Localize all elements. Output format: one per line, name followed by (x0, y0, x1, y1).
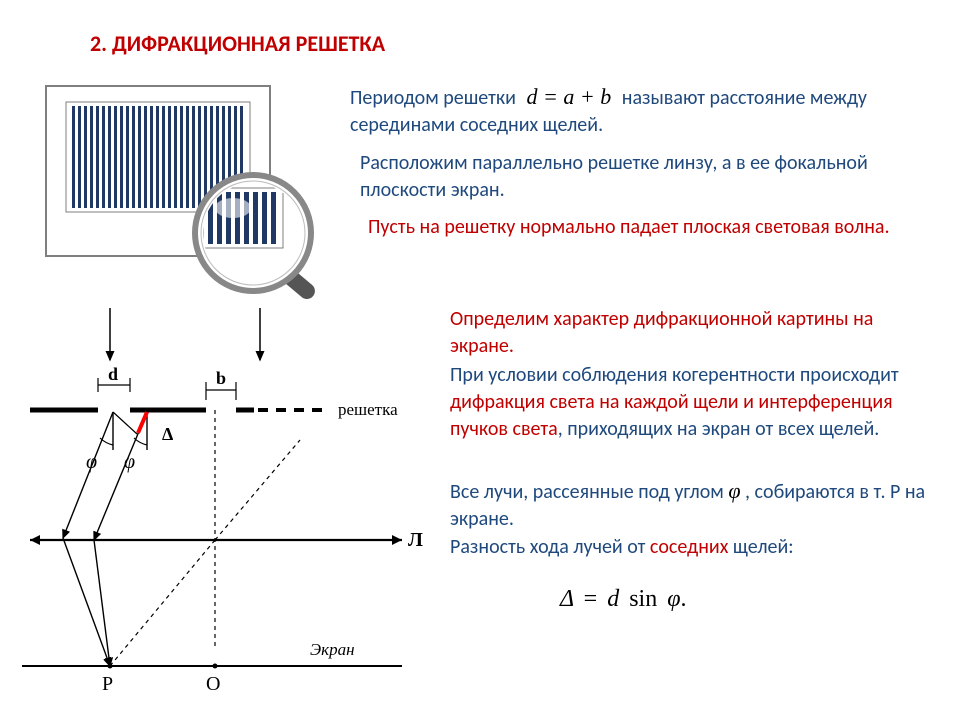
p1-pre: Периодом решетки (350, 86, 521, 110)
paragraph-5: При условии соблюдения когерентности про… (450, 362, 940, 443)
label-b: b (216, 368, 226, 388)
label-phi-1: φ (86, 451, 97, 473)
p6a: Все лучи, рассеянные под углом (450, 480, 728, 504)
p5c: , приходящих на экран от всех щелей. (558, 417, 880, 441)
label-P: P (102, 673, 113, 695)
p6-phi: φ (728, 478, 740, 503)
optics-diagram: d b решетка Δ φ φ Л Э (10, 300, 440, 700)
title-text: 2. ДИФРАКЦИОННАЯ РЕШЕТКА (90, 30, 385, 57)
page-title: 2. ДИФРАКЦИОННАЯ РЕШЕТКА (90, 30, 385, 57)
formula-delta: Δ (560, 586, 574, 612)
p7a: Разность хода лучей от (450, 535, 650, 559)
main-formula: Δ = d sin φ. (560, 586, 687, 613)
label-delta: Δ (162, 424, 173, 444)
paragraph-3: Пусть на решетку нормально падает плоска… (368, 214, 928, 241)
p2-text: Расположим параллельно решетке линзу, а … (360, 151, 868, 202)
label-screen: Экран (310, 640, 355, 659)
paragraph-4: Определим характер дифракционной картины… (450, 306, 930, 360)
paragraph-1: Периодом решетки d = a + b называют расс… (350, 82, 930, 139)
label-lens: Л (408, 529, 423, 551)
p4-text: Определим характер дифракционной картины… (450, 307, 873, 358)
paragraph-7: Разность хода лучей от соседних щелей: (450, 534, 940, 561)
label-d: d (108, 364, 118, 384)
paragraph-6: Все лучи, рассеянные под углом φ , собир… (450, 476, 940, 533)
p1-formula: d = a + b (521, 84, 618, 109)
label-phi-2: φ (124, 451, 135, 473)
p7c: щелей: (728, 535, 793, 559)
formula-d: d (607, 586, 619, 612)
grating-illustration (38, 78, 338, 308)
paragraph-2: Расположим параллельно решетке линзу, а … (360, 150, 930, 204)
p7b: соседних (650, 535, 728, 559)
p3-text: Пусть на решетку нормально падает плоска… (368, 215, 890, 239)
formula-phi: φ (663, 586, 680, 612)
p5a: При условии соблюдения когерентности про… (450, 363, 899, 387)
label-grating: решетка (338, 400, 398, 419)
label-O: O (206, 673, 220, 695)
